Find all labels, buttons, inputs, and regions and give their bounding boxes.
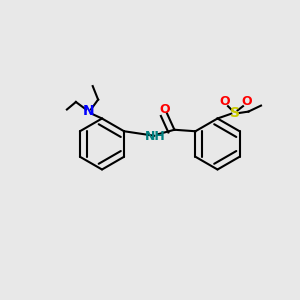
Text: O: O: [159, 103, 170, 116]
Text: S: S: [230, 106, 240, 120]
Text: O: O: [219, 95, 230, 108]
Text: O: O: [241, 95, 252, 108]
Text: N: N: [83, 104, 94, 118]
Text: NH: NH: [145, 130, 166, 143]
